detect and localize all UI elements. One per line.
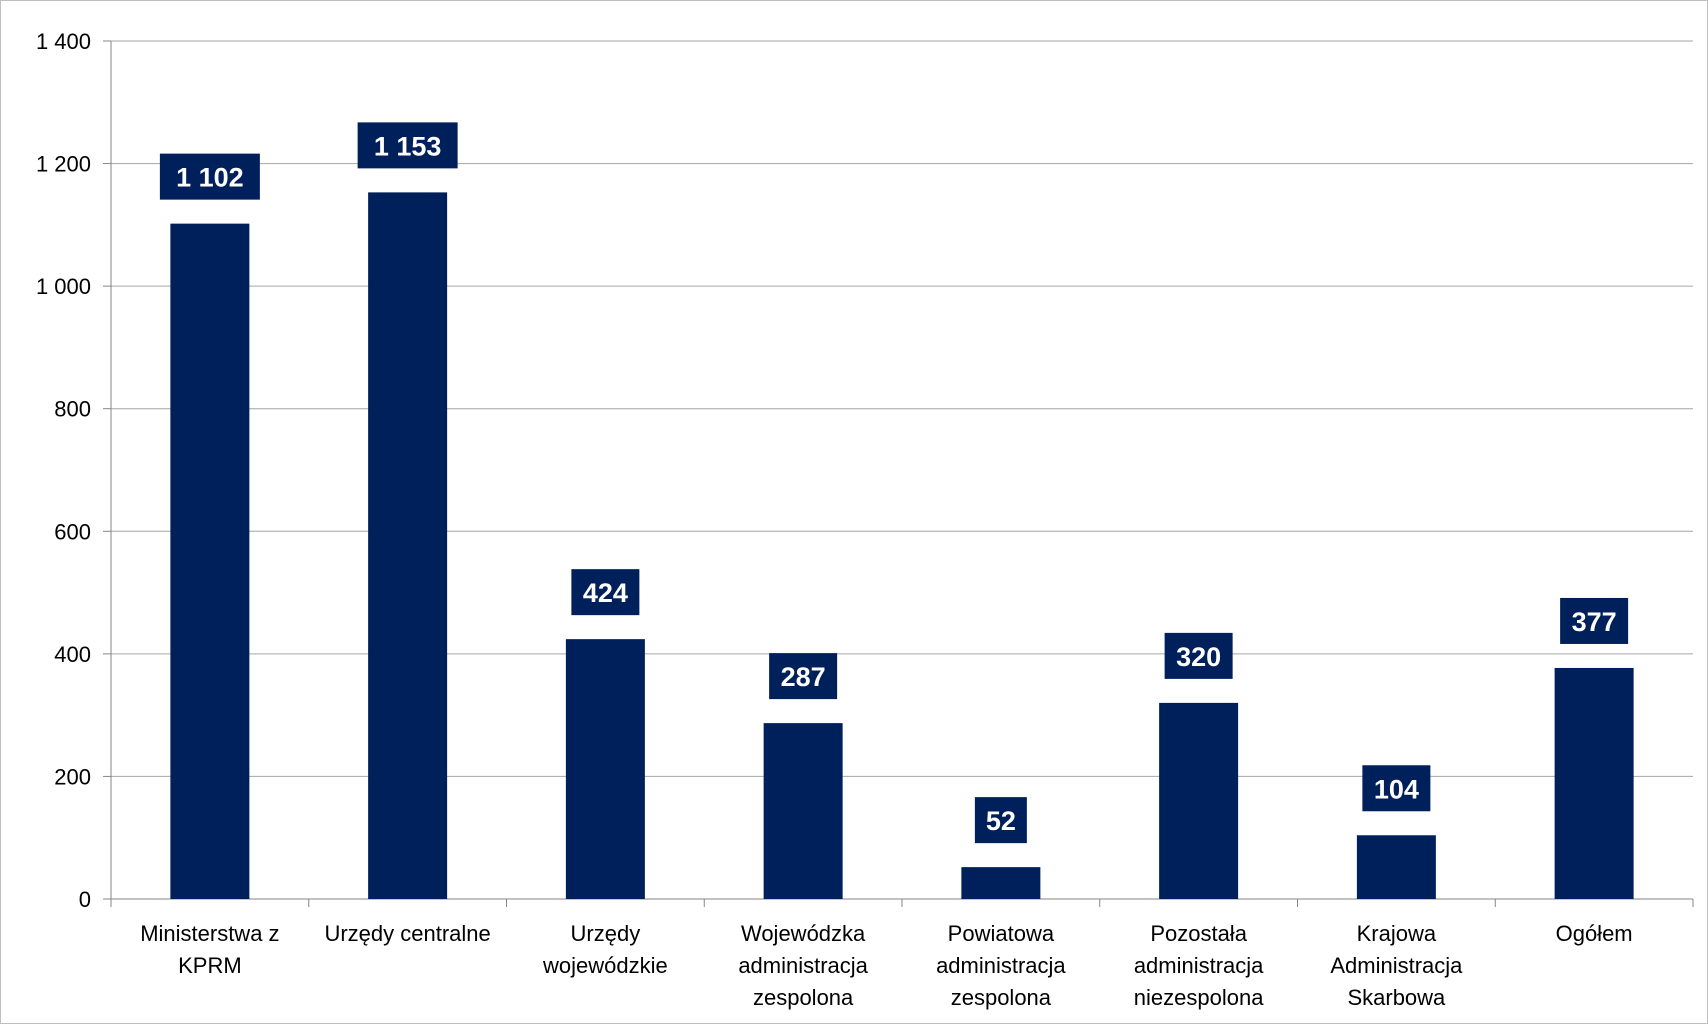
gridlines — [111, 40, 1693, 777]
data-label: 52 — [986, 806, 1016, 836]
category-label-line: Krajowa — [1357, 921, 1437, 946]
bar — [368, 192, 448, 899]
category-label: Ogółem — [1556, 921, 1633, 946]
data-label-box — [357, 122, 458, 169]
data-label-box — [571, 569, 640, 616]
data-label: 1 153 — [374, 131, 442, 161]
category-label: Krajowa Administracja Skarbowa — [1330, 921, 1463, 1010]
data-label: 377 — [1572, 607, 1617, 637]
category-label-line: Urzędy centralne — [324, 921, 490, 946]
y-tick-label: 200 — [54, 764, 91, 789]
data-label: 104 — [1374, 774, 1419, 804]
bar — [565, 639, 645, 899]
category-label: Wojewódzka administracja zespolona — [738, 921, 868, 1010]
y-tick-label: 0 — [79, 887, 91, 912]
data-label-box — [159, 153, 260, 200]
category-label-line: administracja — [738, 953, 868, 978]
category-label-line: Powiatowa — [948, 921, 1055, 946]
category-label: Ministerstwa z KPRM — [140, 921, 279, 978]
y-tick-label: 1 000 — [36, 274, 91, 299]
data-label: 320 — [1176, 642, 1221, 672]
category-labels: Ministerstwa z KPRM Urzędy centralne Urzędy… — [140, 921, 1632, 1010]
data-labels: 1 102 1 153 424 287 52 320 104 377 — [159, 122, 1629, 844]
category-label-line: Administracja — [1330, 953, 1463, 978]
bar — [961, 867, 1041, 899]
category-label-line: Ministerstwa z — [140, 921, 279, 946]
data-label-box — [1560, 597, 1629, 644]
bars — [170, 192, 1634, 900]
data-label: 424 — [583, 578, 628, 608]
category-label-line: Wojewódzka — [741, 921, 866, 946]
data-label: 1 102 — [176, 163, 244, 193]
category-label-line: KPRM — [178, 953, 242, 978]
category-label-line: wojewódzkie — [542, 953, 668, 978]
data-label-box — [974, 797, 1027, 844]
category-label-line: niezespolona — [1134, 985, 1264, 1010]
category-label: Powiatowa administracja zespolona — [936, 921, 1066, 1010]
category-label-line: Ogółem — [1556, 921, 1633, 946]
data-label-box — [1362, 765, 1431, 812]
data-label-box — [769, 653, 838, 700]
category-label-line: administracja — [936, 953, 1066, 978]
category-label: Pozostała administracja niezespolona — [1134, 921, 1264, 1010]
category-label-line: Urzędy — [571, 921, 641, 946]
bar — [1356, 835, 1436, 899]
category-label: Urzędy centralne — [324, 921, 490, 946]
category-label-line: administracja — [1134, 953, 1264, 978]
y-tick-label: 600 — [54, 519, 91, 544]
bar — [763, 723, 843, 899]
y-tick-label: 400 — [54, 642, 91, 667]
data-label-box — [1164, 632, 1233, 679]
bar — [1554, 667, 1634, 899]
y-tick-label: 1 400 — [36, 29, 91, 54]
y-tick-label: 800 — [54, 397, 91, 422]
axes: 0 200 400 600 800 1 000 1 200 1 400 — [36, 29, 1694, 912]
category-label-line: zespolona — [753, 985, 854, 1010]
category-label-line: Pozostała — [1150, 921, 1247, 946]
data-label: 287 — [781, 662, 826, 692]
bar — [170, 223, 250, 900]
category-label: Urzędy wojewódzkie — [542, 921, 668, 978]
bar — [1159, 702, 1239, 899]
y-tick-label: 1 200 — [36, 152, 91, 177]
category-label-line: Skarbowa — [1347, 985, 1446, 1010]
category-label-line: zespolona — [951, 985, 1052, 1010]
